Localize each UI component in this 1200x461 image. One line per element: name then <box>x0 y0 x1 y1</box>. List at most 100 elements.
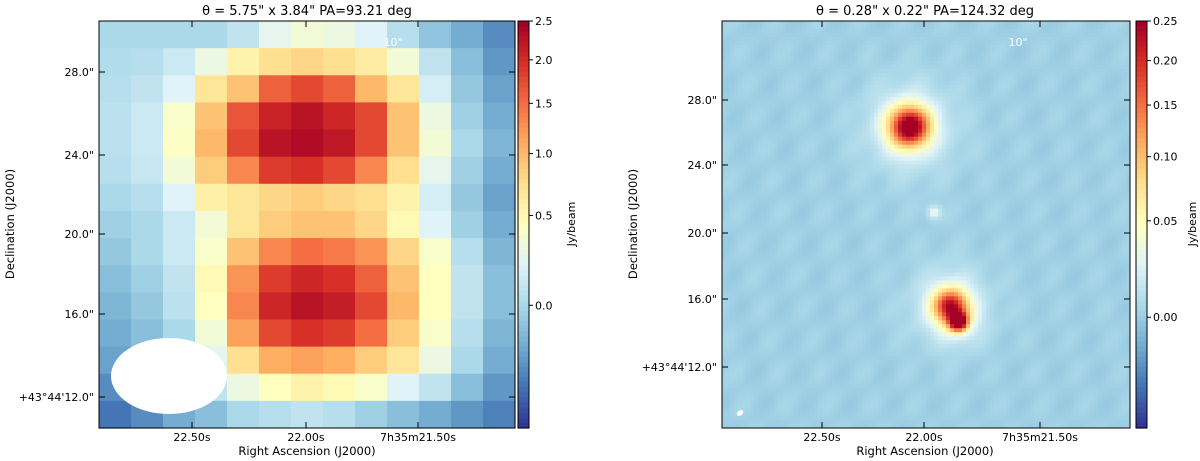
heatmap-cell <box>938 36 943 42</box>
heatmap-cell <box>906 148 911 154</box>
heatmap-cell <box>950 21 955 26</box>
heatmap-cell <box>814 92 819 98</box>
heatmap-cell <box>838 96 843 102</box>
heatmap-cell <box>726 84 731 90</box>
heatmap-cell <box>894 88 899 94</box>
heatmap-cell <box>291 183 324 212</box>
heatmap-cell <box>1026 192 1031 198</box>
heatmap-cell <box>974 152 979 158</box>
heatmap-cell <box>974 120 979 126</box>
heatmap-cell <box>894 28 899 34</box>
heatmap-cell <box>1082 56 1087 62</box>
heatmap-cell <box>1066 184 1071 190</box>
heatmap-cell <box>742 56 747 62</box>
heatmap-cell <box>1126 176 1131 182</box>
heatmap-cell <box>842 124 847 130</box>
heatmap-cell <box>734 136 739 142</box>
heatmap-cell <box>922 144 927 150</box>
heatmap-cell <box>994 64 999 70</box>
heatmap-cell <box>950 148 955 154</box>
heatmap-cell <box>858 44 863 50</box>
heatmap-cell <box>730 68 735 74</box>
heatmap-cell <box>1034 108 1039 114</box>
heatmap-cell <box>862 188 867 194</box>
heatmap-cell <box>938 192 943 198</box>
heatmap-cell <box>954 72 959 78</box>
heatmap-cell <box>898 108 903 114</box>
heatmap-cell <box>894 164 899 170</box>
heatmap-cell <box>914 128 919 134</box>
heatmap-cell <box>1006 96 1011 102</box>
heatmap-cell <box>1106 144 1111 150</box>
heatmap-cell <box>786 32 791 38</box>
heatmap-cell <box>1058 88 1063 94</box>
heatmap-cell <box>1074 60 1079 66</box>
heatmap-cell <box>806 72 811 78</box>
heatmap-cell <box>790 116 795 122</box>
heatmap-cell <box>866 21 871 26</box>
heatmap-cell <box>778 188 783 194</box>
heatmap-cell <box>834 124 839 130</box>
heatmap-cell <box>826 76 831 82</box>
heatmap-cell <box>734 108 739 114</box>
heatmap-cell <box>886 172 891 178</box>
heatmap-cell <box>894 44 899 50</box>
heatmap-cell <box>1026 88 1031 94</box>
heatmap-cell <box>1022 60 1027 66</box>
heatmap-cell <box>858 168 863 174</box>
heatmap-cell <box>946 116 951 122</box>
heatmap-cell <box>994 92 999 98</box>
heatmap-cell <box>966 88 971 94</box>
heatmap-cell <box>990 72 995 78</box>
heatmap-cell <box>906 24 911 30</box>
heatmap-cell <box>942 192 947 198</box>
heatmap-cell <box>874 36 879 42</box>
heatmap-cell <box>762 56 767 62</box>
heatmap-cell <box>930 116 935 122</box>
heatmap-cell <box>1010 188 1015 194</box>
heatmap-cell <box>874 24 879 30</box>
heatmap-cell <box>922 196 927 202</box>
heatmap-cell <box>918 112 923 118</box>
heatmap-cell <box>946 180 951 186</box>
heatmap-cell <box>814 100 819 106</box>
heatmap-cell <box>942 92 947 98</box>
heatmap-cell <box>291 75 324 103</box>
heatmap-cell <box>950 132 955 138</box>
heatmap-cell <box>850 184 855 190</box>
heatmap-cell <box>1026 108 1031 114</box>
heatmap-cell <box>742 72 747 78</box>
heatmap-cell <box>1014 76 1019 82</box>
heatmap-cell <box>894 36 899 42</box>
heatmap-cell <box>958 40 963 46</box>
heatmap-cell <box>854 152 859 158</box>
heatmap-cell <box>982 188 987 194</box>
heatmap-cell <box>742 88 747 94</box>
heatmap-cell <box>942 68 947 74</box>
heatmap-cell <box>1070 104 1075 110</box>
heatmap-cell <box>786 104 791 110</box>
heatmap-cell <box>1034 168 1039 174</box>
heatmap-cell <box>742 172 747 178</box>
heatmap-cell <box>770 76 775 82</box>
heatmap-cell <box>946 40 951 46</box>
heatmap-cell <box>1022 172 1027 178</box>
heatmap-cell <box>898 36 903 42</box>
heatmap-cell <box>754 28 759 34</box>
heatmap-cell <box>1026 84 1031 90</box>
heatmap-cell <box>722 21 727 26</box>
heatmap-cell <box>750 196 755 202</box>
heatmap-cell <box>790 36 795 42</box>
heatmap-cell <box>934 188 939 194</box>
heatmap-cell <box>998 120 1003 126</box>
heatmap-cell <box>986 36 991 42</box>
heatmap-cell <box>1094 40 1099 46</box>
heatmap-cell <box>970 112 975 118</box>
heatmap-cell <box>818 76 823 82</box>
heatmap-cell <box>1058 84 1063 90</box>
heatmap-cell <box>902 108 907 114</box>
heatmap-cell <box>750 21 755 26</box>
heatmap-cell <box>750 152 755 158</box>
heatmap-cell <box>998 196 1003 202</box>
heatmap-cell <box>994 104 999 110</box>
